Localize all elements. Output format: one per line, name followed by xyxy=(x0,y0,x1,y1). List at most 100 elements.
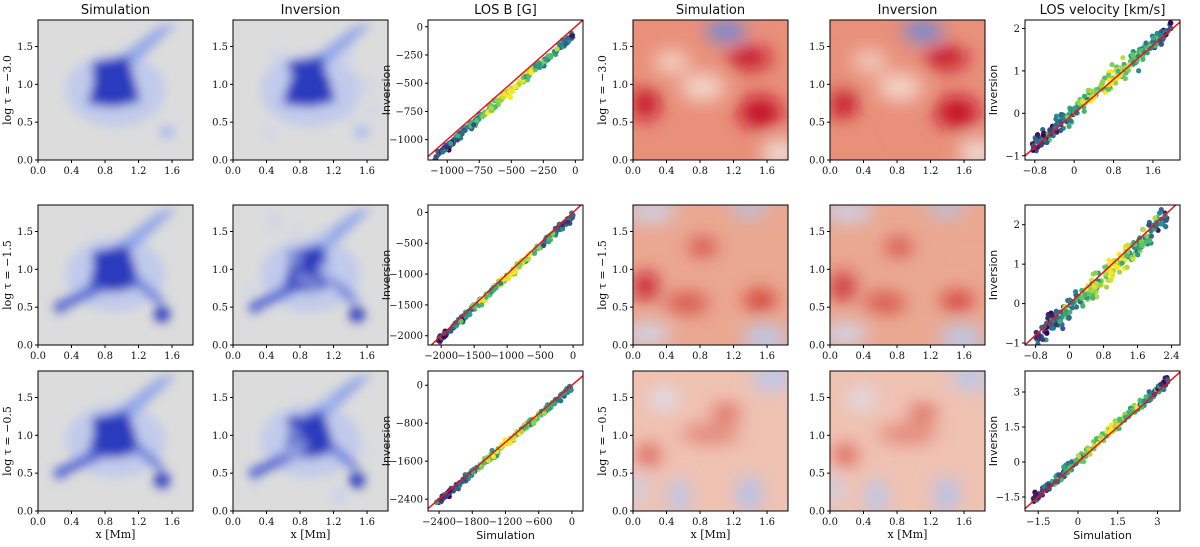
y-tick-label: 1.0 xyxy=(17,431,33,442)
x-tick-label: 0 xyxy=(1075,517,1081,528)
x-tick-label: 0.4 xyxy=(856,517,872,528)
scatter-points xyxy=(1025,20,1180,157)
x-tick-label: 1.6 xyxy=(359,351,375,362)
scatter-point xyxy=(479,302,485,308)
scatter-point xyxy=(1036,333,1042,339)
scatter-point xyxy=(1136,68,1142,74)
y-tick-label: 1.0 xyxy=(212,80,228,91)
x-tick-label: 1.2 xyxy=(326,166,342,177)
x-tick-label: 1.6 xyxy=(956,166,972,177)
y-tick-label: 0 xyxy=(417,22,423,33)
identity-line xyxy=(428,20,583,158)
scatter-point xyxy=(531,250,538,256)
scatter-point xyxy=(490,453,497,460)
identity-line xyxy=(1025,371,1180,510)
y-tick-label: 1.0 xyxy=(212,265,228,276)
scatter-point xyxy=(1090,295,1096,301)
velocity-structure xyxy=(830,20,985,160)
x-tick-label: 0.4 xyxy=(856,351,872,362)
scatter-point xyxy=(1033,138,1040,144)
y-tick-label: 1.5 xyxy=(212,42,228,53)
y-tick-label: 1.5 xyxy=(809,227,825,238)
x-tick-label: 0.8 xyxy=(1106,166,1122,177)
plot-frame xyxy=(1024,370,1181,512)
panel-r1-c4: Simulation 0.0 0.4 0.8 1.2 1.6 0.0 0.5 1.0 1.5log… xyxy=(596,3,789,177)
x-tick-label: 1.2 xyxy=(326,517,342,528)
y-tick-label: 0.0 xyxy=(17,156,33,167)
x-axis-label: x [Mm] xyxy=(691,528,731,541)
x-tick-label: 0.4 xyxy=(259,166,275,177)
scatter-point xyxy=(1140,227,1147,233)
y-tick-label: −500 xyxy=(396,79,423,90)
scatter-point xyxy=(500,276,506,282)
x-axis-label: x [Mm] xyxy=(291,528,331,541)
x-tick-label: −0.8 xyxy=(1023,351,1047,362)
y-tick-label: −1.5 xyxy=(996,493,1020,504)
row-label: log τ = −3.0 xyxy=(596,55,609,125)
plot-frame xyxy=(1024,204,1181,346)
y-tick-label: 0.5 xyxy=(17,118,33,129)
x-tick-label: 0.0 xyxy=(822,351,838,362)
panel-r1-c6: LOS velocity [km/s] −0.8 0 0.8 1.6 −1 0 1 2 Inver… xyxy=(987,3,1181,177)
x-tick-label: 0.4 xyxy=(64,517,80,528)
scatter-point xyxy=(541,242,547,248)
scatter-point xyxy=(1044,139,1050,146)
plot-frame xyxy=(232,19,389,161)
y-axis-label: Inversion xyxy=(987,416,1000,467)
plot-frame xyxy=(829,204,986,346)
heatmap-image xyxy=(830,205,985,345)
scatter-point xyxy=(1119,260,1125,266)
scatter-point xyxy=(488,105,494,111)
x-tick-label: 0.4 xyxy=(64,166,80,177)
y-tick-label: 1.0 xyxy=(809,80,825,91)
x-tick-label: −2000 xyxy=(424,351,458,362)
scatter-point xyxy=(1062,311,1069,317)
scatter-point xyxy=(1140,56,1146,63)
column-title: Inversion xyxy=(281,3,341,18)
y-tick-label: 0.5 xyxy=(17,469,33,480)
plot-frame xyxy=(37,204,194,346)
scatter-point xyxy=(1040,132,1046,138)
x-tick-label: −1200 xyxy=(489,517,523,528)
scatter-point xyxy=(1053,116,1059,122)
scatter-point xyxy=(506,89,513,95)
y-tick-label: 1.5 xyxy=(17,42,33,53)
y-tick-label: 0.5 xyxy=(212,469,228,480)
y-axis-label: Inversion xyxy=(380,65,393,116)
scatter-point xyxy=(536,61,542,67)
scatter-point xyxy=(1123,253,1130,259)
y-tick-label: 0.5 xyxy=(612,469,628,480)
scatter-point xyxy=(1047,127,1053,133)
y-tick-label: 1.5 xyxy=(612,42,628,53)
panel-r3-c3: −2400 −1800 −1200 −600 0−2400−1600−8000Inver… xyxy=(380,370,584,542)
x-tick-label: −500 xyxy=(498,166,525,177)
scatter-point xyxy=(1108,270,1114,276)
heatmap-image xyxy=(233,205,388,345)
scatter-point xyxy=(1053,322,1060,328)
column-title: Inversion xyxy=(878,3,938,18)
scatter-point xyxy=(1061,464,1067,470)
panel-r3-c5: 0.0 0.4 0.8 1.2 1.6 0.0 0.5 1.0 1.5 x [Mm] xyxy=(809,370,986,541)
scatter-point xyxy=(1081,108,1087,114)
x-tick-label: 0.0 xyxy=(625,351,641,362)
y-tick-label: 0.0 xyxy=(17,507,33,518)
scatter-point xyxy=(1094,294,1100,300)
y-tick-label: 0.5 xyxy=(212,118,228,129)
y-tick-label: 0 xyxy=(417,208,423,219)
scatter-point xyxy=(484,110,491,116)
y-tick-label: 1.5 xyxy=(17,227,33,238)
scatter-point xyxy=(443,493,449,500)
scatter-point xyxy=(1109,62,1115,68)
x-tick-label: 1.6 xyxy=(956,517,972,528)
y-tick-label: 1.5 xyxy=(212,393,228,404)
x-tick-label: 3 xyxy=(1154,517,1160,528)
y-tick-label: 0.5 xyxy=(612,118,628,129)
heatmap-image xyxy=(830,20,985,160)
x-tick-label: 1.6 xyxy=(359,517,375,528)
y-tick-label: 0.0 xyxy=(809,156,825,167)
field-structure xyxy=(248,373,373,506)
scatter-point xyxy=(1138,242,1144,249)
x-tick-label: 1.2 xyxy=(131,351,147,362)
scatter-points xyxy=(428,375,583,510)
